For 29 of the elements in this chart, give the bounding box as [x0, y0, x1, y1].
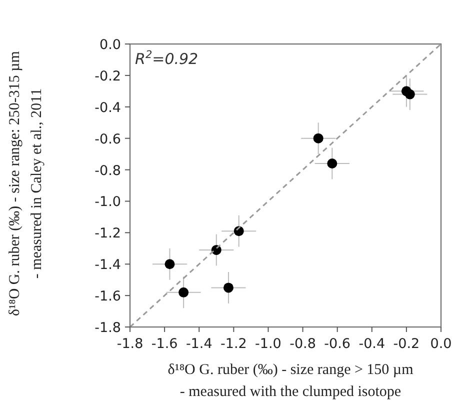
y-tick-label: -0.6	[94, 131, 121, 148]
x-axis-title: δ¹⁸O G. ruber (‰) - size range > 150 µm - measured with the clumped isotope	[168, 362, 414, 400]
x-tick-label: -1.6	[151, 336, 178, 352]
x-tick-label: -1.8	[116, 336, 144, 352]
y-tick-label: 0.0	[100, 37, 121, 53]
y-tick-label: -0.2	[94, 68, 121, 84]
x-tick-label: -0.6	[324, 336, 351, 352]
x-tick-label: -0.4	[358, 336, 386, 352]
point	[178, 287, 189, 298]
x-tick-label: 0.0	[430, 336, 452, 352]
y-axis-title: δ¹⁸O G. ruber (‰) - size range: 250-315 µm - measured in Caley et al., 2011	[7, 50, 45, 316]
y-tick-label: -1.0	[94, 194, 121, 210]
y-tick-label: -1.2	[94, 226, 121, 242]
y-tick-label: -0.4	[94, 100, 121, 116]
point	[164, 259, 175, 270]
x-tick-label: -1.0	[255, 336, 282, 352]
y-tick-label: -1.4	[94, 257, 121, 274]
x-tick-label: -1.4	[186, 336, 212, 352]
y-tick-label: -0.8	[94, 162, 121, 179]
point	[313, 133, 324, 144]
point	[223, 282, 234, 293]
point	[404, 89, 415, 100]
y-tick-label: -1.8	[94, 320, 121, 336]
x-tick-label: -0.8	[290, 336, 316, 352]
x-tick-label: -1.2	[220, 336, 247, 352]
annotation: R$^{2}$=0.92	[135, 49, 198, 68]
x-tick-label: -0.2	[393, 336, 420, 352]
point	[327, 158, 338, 168]
y-tick-label: -1.6	[94, 288, 121, 305]
